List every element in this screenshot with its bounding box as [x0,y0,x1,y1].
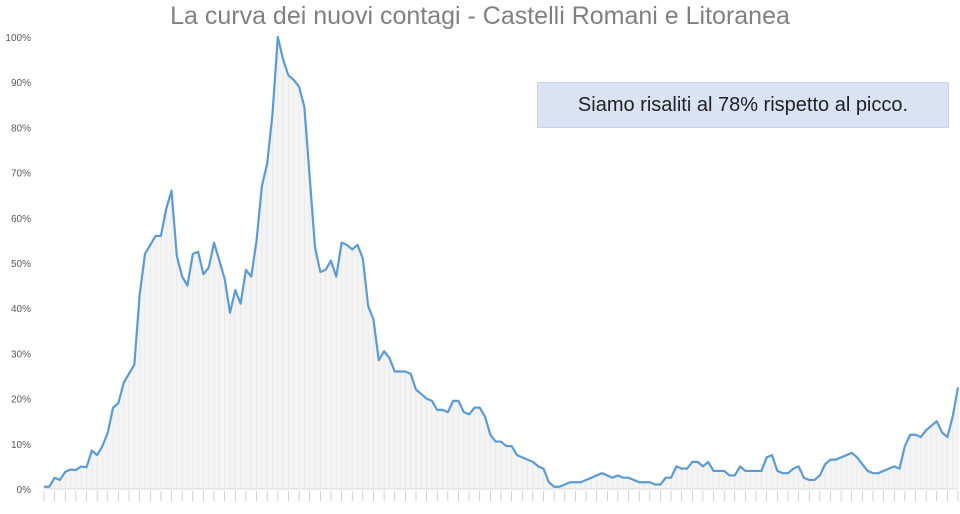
y-tick-label: 80% [11,123,31,134]
y-tick-label: 100% [5,33,31,44]
series-line-layer [44,35,960,488]
y-tick-label: 20% [11,395,31,406]
area-fill-layer [43,37,959,489]
y-tick-label: 10% [11,440,31,451]
y-tick-label: 70% [11,169,31,180]
y-axis: 0% 10% 20% 30% 40% 50% 60% 70% 80% 90% 100% [5,33,958,496]
x-axis-ticks [43,491,959,501]
annotation-box: Siamo risaliti al 78% rispetto al picco. [537,82,949,128]
y-tick-label: 40% [11,304,31,315]
y-tick-label: 50% [11,259,31,270]
y-tick-label: 30% [11,349,31,360]
y-tick-label: 60% [11,214,31,225]
annotation-text: Siamo risaliti al 78% rispetto al picco. [577,93,909,116]
series-line [44,35,960,488]
y-tick-label: 0% [17,485,32,496]
chart-title: La curva dei nuovi contagi - Castelli Ro… [170,2,790,30]
y-tick-label: 90% [11,78,31,89]
